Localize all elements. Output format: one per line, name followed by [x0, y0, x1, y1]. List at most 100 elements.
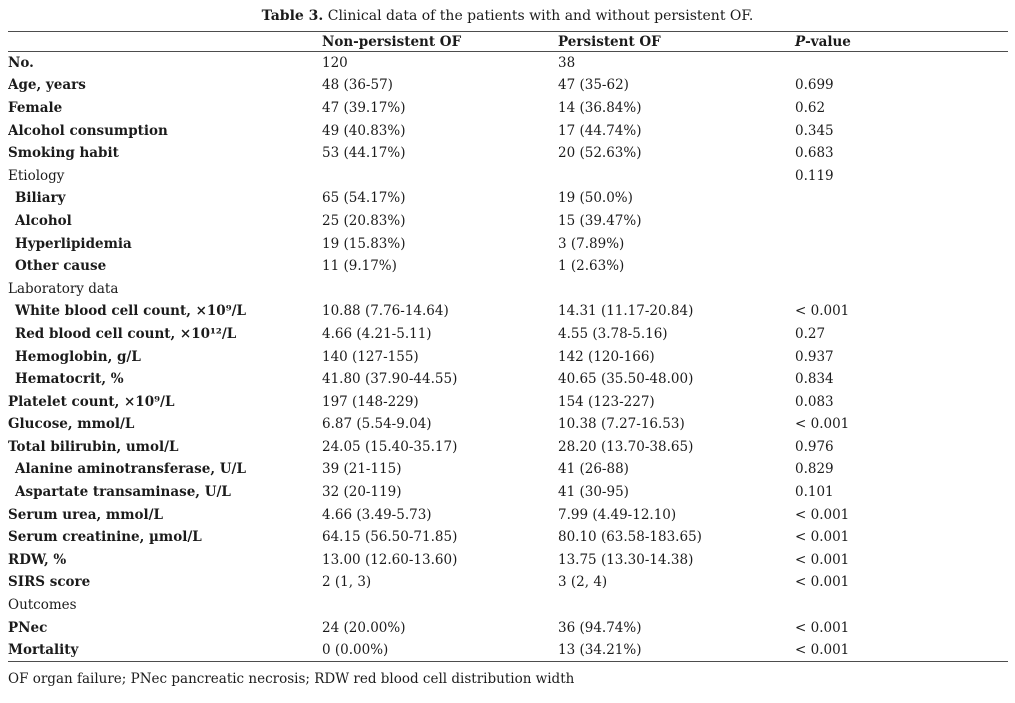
persistent-value: 4.55 (3.78-5.16): [558, 325, 668, 342]
table-row: RDW, % 13.00 (12.60-13.60) 13.75 (13.30-14…: [8, 549, 1008, 572]
persistent-value: 13 (34.21%): [558, 641, 642, 658]
persistent-value: 19 (50.0%): [558, 190, 633, 207]
table-row: Laboratory data: [8, 277, 1008, 300]
row-label: Serum urea, mmol/L: [8, 506, 164, 523]
nonpersistent-value: 53 (44.17%): [322, 145, 406, 162]
nonpersistent-value: 120: [322, 55, 348, 72]
table-row: Hematocrit, % 41.80 (37.90-44.55) 40.65 (3…: [8, 368, 1008, 391]
row-label: Age, years: [8, 77, 86, 94]
nonpersistent-value: [322, 164, 558, 187]
p-value: 0.683: [795, 145, 834, 162]
persistent-value: 36 (94.74%): [558, 619, 642, 636]
p-value: [795, 210, 1008, 233]
nonpersistent-value: 41.80 (37.90-44.55): [322, 371, 458, 388]
row-label: Hemoglobin, g/L: [15, 348, 141, 365]
persistent-value: 10.38 (7.27-16.53): [558, 416, 685, 433]
nonpersistent-value: 6.87 (5.54-9.04): [322, 416, 432, 433]
table-row: Outcomes: [8, 594, 1008, 617]
row-label: Female: [8, 99, 63, 116]
p-value: [795, 187, 1008, 210]
row-label: No.: [8, 55, 34, 72]
nonpersistent-value: 11 (9.17%): [322, 258, 397, 275]
header-nonpersistent-of: Non-persistent OF: [322, 33, 462, 50]
table-footnote: OF organ failure; PNec pancreatic necros…: [8, 671, 575, 688]
p-value: < 0.001: [795, 506, 850, 523]
persistent-value: 38: [558, 55, 576, 72]
nonpersistent-value: 2 (1, 3): [322, 574, 372, 591]
table-row: Female 47 (39.17%) 14 (36.84%) 0.62: [8, 97, 1008, 120]
table-row: Hemoglobin, g/L 140 (127-155) 142 (120-166…: [8, 345, 1008, 368]
p-value: 0.976: [795, 438, 834, 455]
row-label: RDW, %: [8, 551, 67, 568]
row-label: Outcomes: [8, 597, 77, 614]
table-row: Red blood cell count, ×10¹²/L 4.66 (4.21-…: [8, 323, 1008, 346]
table-row: SIRS score 2 (1, 3) 3 (2, 4) < 0.001: [8, 571, 1008, 594]
row-label: Other cause: [15, 258, 107, 275]
row-label: Laboratory data: [8, 280, 119, 297]
row-label: Serum creatinine, µmol/L: [8, 529, 202, 546]
header-p-value: P-value: [795, 32, 1008, 52]
p-value: < 0.001: [795, 551, 850, 568]
nonpersistent-value: 0 (0.00%): [322, 641, 389, 658]
header-p-rest: -value: [805, 33, 851, 50]
p-value: 0.27: [795, 325, 826, 342]
table-row: Alcohol consumption 49 (40.83%) 17 (44.74%…: [8, 119, 1008, 142]
nonpersistent-value: 39 (21-115): [322, 461, 402, 478]
table-row: PNec 24 (20.00%) 36 (94.74%) < 0.001: [8, 616, 1008, 639]
nonpersistent-value: 48 (36-57): [322, 77, 393, 94]
p-value: 0.119: [795, 167, 834, 184]
persistent-value: 28.20 (13.70-38.65): [558, 438, 694, 455]
p-value: [795, 277, 1008, 300]
persistent-value: 3 (7.89%): [558, 235, 625, 252]
p-value: 0.083: [795, 393, 834, 410]
table-row: Hyperlipidemia 19 (15.83%) 3 (7.89%): [8, 232, 1008, 255]
table-body: No. 120 38 Age, years 48 (36-57) 47 (35-62) 0.…: [8, 52, 1008, 662]
nonpersistent-value: 140 (127-155): [322, 348, 419, 365]
header-persistent-of: Persistent OF: [558, 33, 661, 50]
header-row: Non-persistent OF Persistent OF P-value: [8, 31, 1008, 52]
table-row: Glucose, mmol/L 6.87 (5.54-9.04) 10.38 (7.…: [8, 413, 1008, 436]
nonpersistent-value: 13.00 (12.60-13.60): [322, 551, 458, 568]
row-label: Biliary: [15, 190, 66, 207]
header-p-italic: P: [795, 33, 806, 50]
persistent-value: 47 (35-62): [558, 77, 629, 94]
persistent-value: 7.99 (4.49-12.10): [558, 506, 677, 523]
persistent-value: 20 (52.63%): [558, 145, 642, 162]
row-label: Glucose, mmol/L: [8, 416, 135, 433]
row-label: Smoking habit: [8, 145, 119, 162]
nonpersistent-value: 197 (148-229): [322, 393, 419, 410]
persistent-value: 14 (36.84%): [558, 99, 642, 116]
table-header: Non-persistent OF Persistent OF P-value: [8, 31, 1008, 52]
persistent-value: [558, 164, 795, 187]
table-row: No. 120 38: [8, 52, 1008, 75]
table-row: Serum creatinine, µmol/L 64.15 (56.50-71.…: [8, 526, 1008, 549]
persistent-value: [558, 277, 795, 300]
persistent-value: 14.31 (11.17-20.84): [558, 303, 694, 320]
persistent-value: 154 (123-227): [558, 393, 655, 410]
table-row: Platelet count, ×10⁹/L 197 (148-229) 154 (…: [8, 390, 1008, 413]
nonpersistent-value: 4.66 (3.49-5.73): [322, 506, 432, 523]
persistent-value: 41 (30-95): [558, 484, 629, 501]
nonpersistent-value: 19 (15.83%): [322, 235, 406, 252]
row-label: Alanine aminotransferase, U/L: [15, 461, 246, 478]
header-empty-cell: [8, 32, 322, 52]
p-value: 0.834: [795, 371, 834, 388]
persistent-value: 80.10 (63.58-183.65): [558, 529, 702, 546]
persistent-value: 41 (26-88): [558, 461, 629, 478]
p-value: 0.937: [795, 348, 834, 365]
p-value: [795, 232, 1008, 255]
p-value: [795, 594, 1008, 617]
table-row: Biliary 65 (54.17%) 19 (50.0%): [8, 187, 1008, 210]
p-value: 0.699: [795, 77, 834, 94]
row-label: Aspartate transaminase, U/L: [15, 484, 231, 501]
table-row: White blood cell count, ×10⁹/L 10.88 (7.7…: [8, 300, 1008, 323]
table-row: Serum urea, mmol/L 4.66 (3.49-5.73) 7.99 (…: [8, 503, 1008, 526]
table-row: Mortality 0 (0.00%) 13 (34.21%) < 0.001: [8, 639, 1008, 662]
nonpersistent-value: [322, 277, 558, 300]
nonpersistent-value: [322, 594, 558, 617]
p-value: 0.345: [795, 122, 834, 139]
p-value: < 0.001: [795, 619, 850, 636]
table-row: Alcohol 25 (20.83%) 15 (39.47%): [8, 210, 1008, 233]
p-value: [795, 255, 1008, 278]
persistent-value: 15 (39.47%): [558, 212, 642, 229]
